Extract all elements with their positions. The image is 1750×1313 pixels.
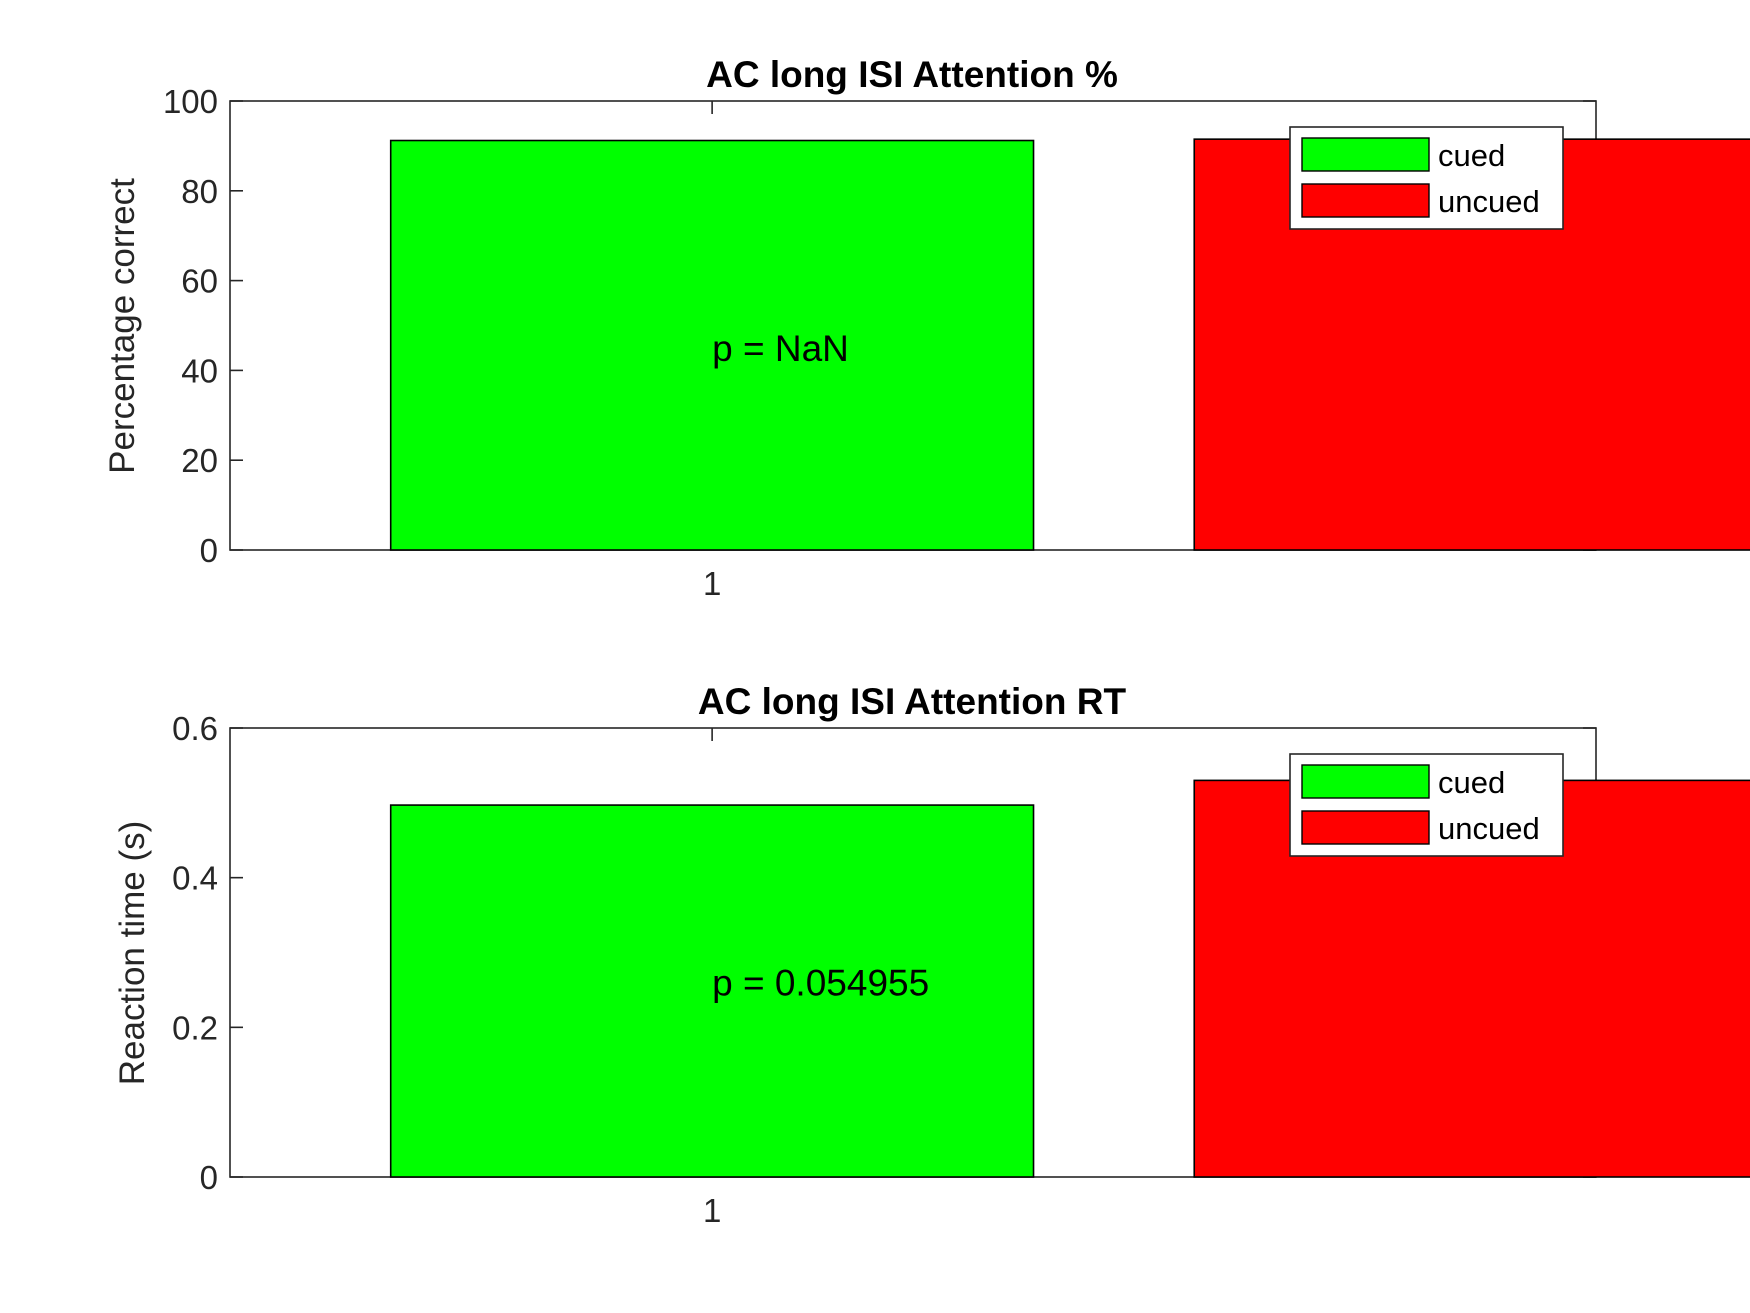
y-tick-label: 20: [181, 442, 218, 479]
legend: cued uncued: [1289, 126, 1564, 230]
subplot-percent-correct: AC long ISI Attention % Percentage corre…: [103, 54, 1750, 602]
legend-label-uncued: uncued: [1438, 811, 1540, 846]
bar-cued: [389, 804, 1035, 1178]
y-tick-label: 0: [200, 532, 218, 569]
subplot-reaction-time: AC long ISI Attention RT Reaction time (…: [113, 681, 1750, 1229]
y-ticks: 0 0.2 0.4 0.6: [172, 710, 1596, 1196]
bar-cued: [389, 139, 1035, 551]
legend-label-cued: cued: [1438, 765, 1505, 800]
y-tick-label: 100: [163, 83, 218, 120]
x-tick-label: 1: [703, 1192, 721, 1229]
y-tick-label: 0: [200, 1159, 218, 1196]
chart-title: AC long ISI Attention RT: [698, 681, 1127, 722]
p-value-annotation: p = 0.054955: [712, 962, 929, 1003]
y-tick-label: 40: [181, 352, 218, 389]
y-tick-label: 60: [181, 263, 218, 300]
y-tick-label: 80: [181, 173, 218, 210]
legend-label-uncued: uncued: [1438, 184, 1540, 219]
legend: cued uncued: [1289, 753, 1564, 857]
legend-swatch-uncued: [1301, 810, 1430, 845]
y-axis-label: Percentage correct: [103, 178, 142, 474]
p-value-annotation: p = NaN: [712, 328, 849, 369]
y-ticks: 0 20 40 60 80 100: [163, 83, 1596, 569]
y-tick-label: 0.2: [172, 1009, 218, 1046]
chart-title: AC long ISI Attention %: [706, 54, 1118, 95]
y-axis-label: Reaction time (s): [113, 821, 152, 1086]
bars: [389, 779, 1750, 1178]
x-tick-label: 1: [703, 565, 721, 602]
legend-swatch-cued: [1301, 137, 1430, 172]
legend-swatch-uncued: [1301, 183, 1430, 218]
y-tick-label: 0.4: [172, 860, 218, 897]
legend-swatch-cued: [1301, 764, 1430, 799]
legend-label-cued: cued: [1438, 138, 1505, 173]
y-tick-label: 0.6: [172, 710, 218, 747]
